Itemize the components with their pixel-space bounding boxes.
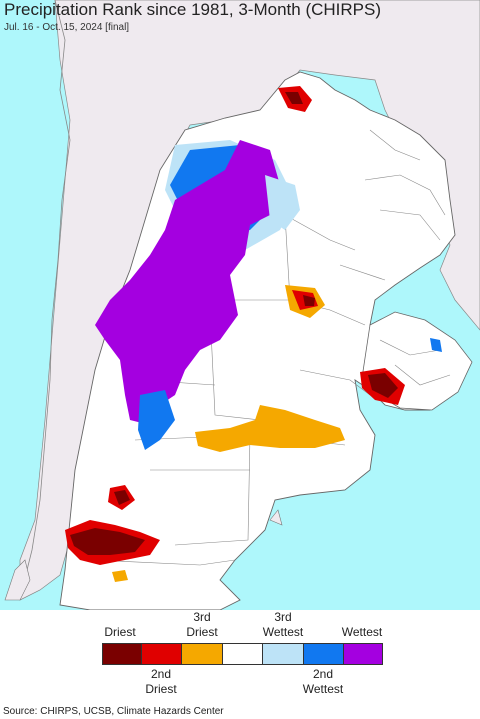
blue-wet-area-south [138,390,175,450]
wet-anomalies [95,140,442,450]
legend-swatch-3rd-driest [181,643,223,665]
map-subtitle: Jul. 16 - Oct. 15, 2024 [final] [4,22,130,33]
dry-pampas-orange [195,405,345,452]
dry-buenos-aires-dark [368,373,398,398]
legend-label-3rd-wettest: 3rd Wettest [262,610,304,639]
light-wet-patch-east [265,175,300,230]
dry-paraguay-dark [285,92,303,104]
dry-anomalies [65,86,405,582]
chile-coast [21,0,71,591]
dry-chaco-dark [303,295,315,306]
legend-swatch-wettest [343,643,383,665]
islands [4,509,283,601]
dry-patagonia-dark [70,528,145,555]
purple-wettest-area [95,140,280,425]
legend-swatch-3rd-wettest [262,643,304,665]
legend-swatch-2nd-wettest [303,643,344,665]
map-title: Precipitation Rank since 1981, 3-Month (… [4,0,381,19]
legend-label-2nd-driest: 2nd Driest [145,667,177,696]
blue-patch-uruguay [430,338,442,352]
legend-swatch-2nd-driest [141,643,182,665]
source-credit: Source: CHIRPS, UCSB, Climate Hazards Ce… [3,706,224,717]
legend-swatch-normal [222,643,263,665]
dry-patagonia-patch-orange [112,570,128,582]
dry-patagonia-north-dark [114,490,130,505]
legend-swatch-driest [102,643,142,665]
legend-label-3rd-driest: 3rd Driest [186,610,218,639]
study-region-land [59,71,471,610]
legend-label-2nd-wettest: 2nd Wettest [302,667,344,696]
legend-label-wettest: Wettest [341,625,383,639]
precipitation-rank-map [0,0,480,610]
legend-label-driest: Driest [104,625,136,639]
